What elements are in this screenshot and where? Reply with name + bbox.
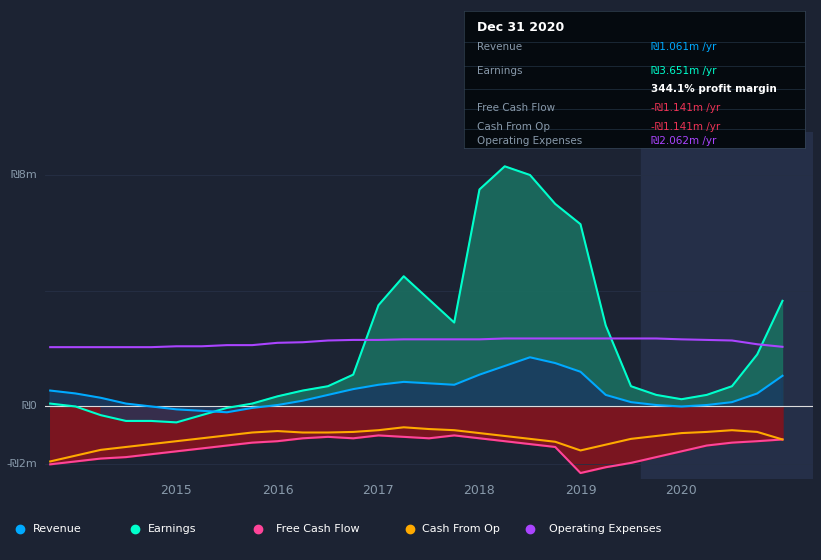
Text: ₪8m: ₪8m [11, 170, 38, 180]
Text: -₪1.141m /yr: -₪1.141m /yr [651, 122, 721, 132]
Text: Operating Expenses: Operating Expenses [478, 136, 583, 146]
Text: ₪0: ₪0 [21, 402, 38, 412]
Bar [641, 132, 813, 479]
Text: -₪1.141m /yr: -₪1.141m /yr [651, 102, 721, 113]
Text: Dec 31 2020: Dec 31 2020 [478, 21, 565, 34]
Text: Earnings: Earnings [148, 524, 196, 534]
Text: Revenue: Revenue [33, 524, 81, 534]
Text: Operating Expenses: Operating Expenses [549, 524, 662, 534]
Text: Free Cash Flow: Free Cash Flow [478, 102, 556, 113]
Text: ₪3.651m /yr: ₪3.651m /yr [651, 66, 717, 76]
Text: -₪2m: -₪2m [7, 459, 38, 469]
Text: 344.1% profit margin: 344.1% profit margin [651, 83, 777, 94]
Text: ₪2.062m /yr: ₪2.062m /yr [651, 136, 717, 146]
Text: Earnings: Earnings [478, 66, 523, 76]
Text: Free Cash Flow: Free Cash Flow [276, 524, 360, 534]
Text: ₪1.061m /yr: ₪1.061m /yr [651, 43, 717, 53]
Text: Cash From Op: Cash From Op [422, 524, 500, 534]
Text: Revenue: Revenue [478, 43, 523, 53]
Text: Cash From Op: Cash From Op [478, 122, 551, 132]
